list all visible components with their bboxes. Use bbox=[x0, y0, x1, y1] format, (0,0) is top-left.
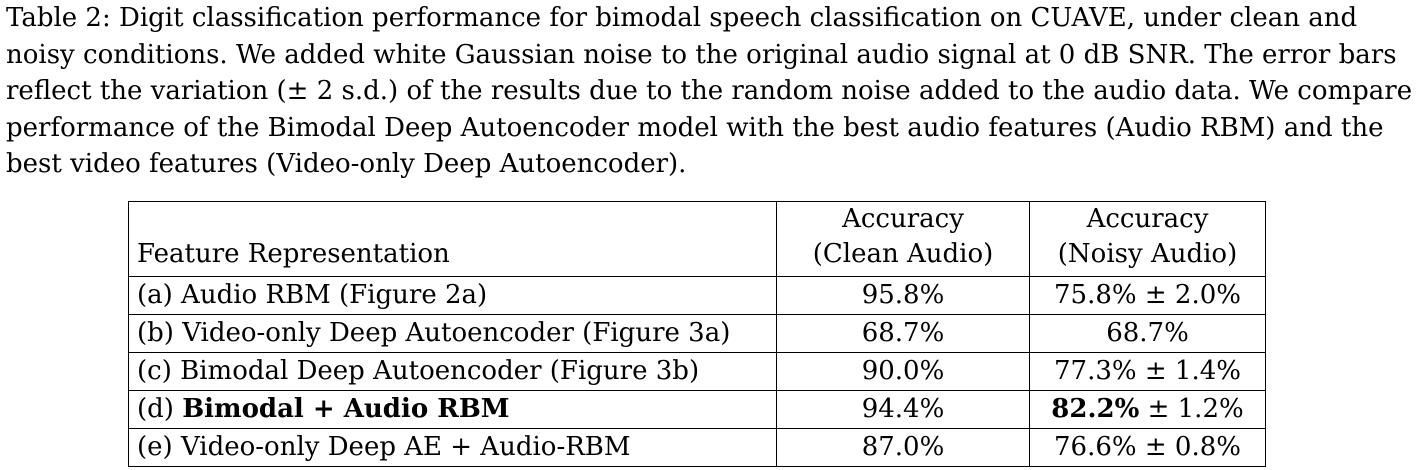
header-accuracy-clean-line1: Accuracy bbox=[842, 204, 964, 234]
cell-noisy-accuracy: 77.3% ± 1.4% bbox=[1029, 352, 1266, 391]
cell-clean-accuracy: 87.0% bbox=[776, 428, 1030, 467]
feature-text: (b) Video-only Deep Autoencoder (Figure … bbox=[137, 318, 731, 348]
table-header-row: Feature Representation Accuracy (Clean A… bbox=[128, 201, 1266, 277]
table-row: (e) Video-only Deep AE + Audio-RBM 87.0%… bbox=[128, 428, 1266, 467]
header-accuracy-noisy-line2: (Noisy Audio) bbox=[1057, 239, 1238, 269]
cell-noisy-accuracy: 82.2% ± 1.2% bbox=[1029, 390, 1266, 429]
noisy-error: ± 1.2% bbox=[1139, 394, 1244, 424]
cell-feature: (a) Audio RBM (Figure 2a) bbox=[128, 276, 777, 315]
feature-text: (a) Audio RBM (Figure 2a) bbox=[137, 280, 488, 310]
cell-noisy-accuracy: 75.8% ± 2.0% bbox=[1029, 276, 1266, 315]
noisy-error: ± 1.4% bbox=[1136, 356, 1241, 386]
feature-text: (d) bbox=[137, 394, 183, 424]
results-table: Feature Representation Accuracy (Clean A… bbox=[128, 201, 1266, 467]
table-row: (d) Bimodal + Audio RBM 94.4% 82.2% ± 1.… bbox=[128, 390, 1266, 429]
table-row: (b) Video-only Deep Autoencoder (Figure … bbox=[128, 314, 1266, 353]
noisy-error: ± 2.0% bbox=[1136, 280, 1241, 310]
header-accuracy-noisy: Accuracy (Noisy Audio) bbox=[1029, 201, 1266, 277]
caption-line: Table 2: Digit classification performanc… bbox=[6, 3, 1358, 33]
noisy-value: 76.6% bbox=[1054, 432, 1137, 462]
cell-feature: (b) Video-only Deep Autoencoder (Figure … bbox=[128, 314, 777, 353]
noisy-value: 82.2% bbox=[1051, 394, 1140, 424]
cell-clean-accuracy: 95.8% bbox=[776, 276, 1030, 315]
table-caption: Table 2: Digit classification performanc… bbox=[6, 0, 1418, 183]
cell-clean-accuracy: 68.7% bbox=[776, 314, 1030, 353]
caption-line: reflect the variation (± 2 s.d.) of the … bbox=[6, 76, 1413, 106]
cell-clean-accuracy: 94.4% bbox=[776, 390, 1030, 429]
caption-line: performance of the Bimodal Deep Autoenco… bbox=[6, 112, 1384, 143]
cell-noisy-accuracy: 76.6% ± 0.8% bbox=[1029, 428, 1266, 467]
cell-feature: (d) Bimodal + Audio RBM bbox=[128, 390, 777, 429]
noisy-error: ± 0.8% bbox=[1136, 432, 1241, 462]
noisy-value: 75.8% bbox=[1054, 280, 1137, 310]
header-feature-representation: Feature Representation bbox=[128, 201, 777, 277]
cell-noisy-accuracy: 68.7% bbox=[1029, 314, 1266, 353]
caption-line: noisy conditions. We added white Gaussia… bbox=[6, 39, 1397, 70]
noisy-value: 68.7% bbox=[1106, 318, 1189, 348]
feature-text: (c) Bimodal Deep Autoencoder (Figure 3b) bbox=[137, 356, 700, 386]
table-row: (c) Bimodal Deep Autoencoder (Figure 3b)… bbox=[128, 352, 1266, 391]
feature-text-bold: Bimodal + Audio RBM bbox=[182, 394, 510, 424]
cell-feature: (c) Bimodal Deep Autoencoder (Figure 3b) bbox=[128, 352, 777, 391]
table-row: (a) Audio RBM (Figure 2a) 95.8% 75.8% ± … bbox=[128, 276, 1266, 315]
caption-line: best video features (Video-only Deep Aut… bbox=[6, 149, 687, 179]
header-accuracy-clean-line2: (Clean Audio) bbox=[812, 239, 994, 269]
cell-feature: (e) Video-only Deep AE + Audio-RBM bbox=[128, 428, 777, 467]
noisy-value: 77.3% bbox=[1054, 356, 1137, 386]
cell-clean-accuracy: 90.0% bbox=[776, 352, 1030, 391]
header-accuracy-clean: Accuracy (Clean Audio) bbox=[776, 201, 1030, 277]
feature-text: (e) Video-only Deep AE + Audio-RBM bbox=[137, 432, 631, 462]
header-accuracy-noisy-line1: Accuracy bbox=[1086, 204, 1209, 234]
